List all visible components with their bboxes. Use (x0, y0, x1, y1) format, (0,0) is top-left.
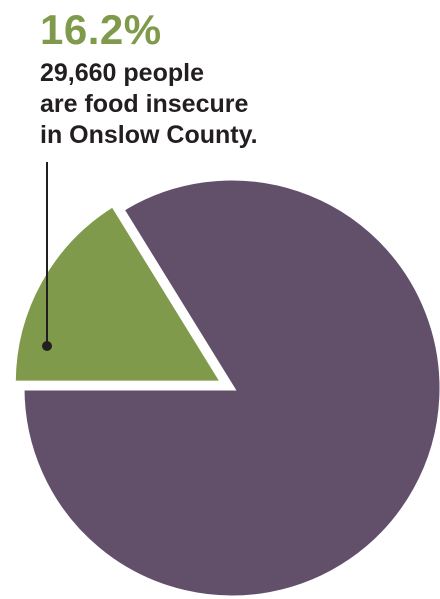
pie-slice-highlight (10, 200, 228, 386)
annotation-line-3: in Onslow County. (40, 121, 258, 149)
pie-slice-remainder (19, 175, 440, 599)
annotation-line-1: 29,660 people (40, 59, 204, 87)
annotation-line-2: are food insecure (40, 90, 249, 118)
highlight-percentage: 16.2% (40, 6, 162, 53)
annotation-text: 29,660 people are food insecure in Onslo… (40, 58, 400, 151)
annotation-leader-dot (42, 341, 52, 351)
